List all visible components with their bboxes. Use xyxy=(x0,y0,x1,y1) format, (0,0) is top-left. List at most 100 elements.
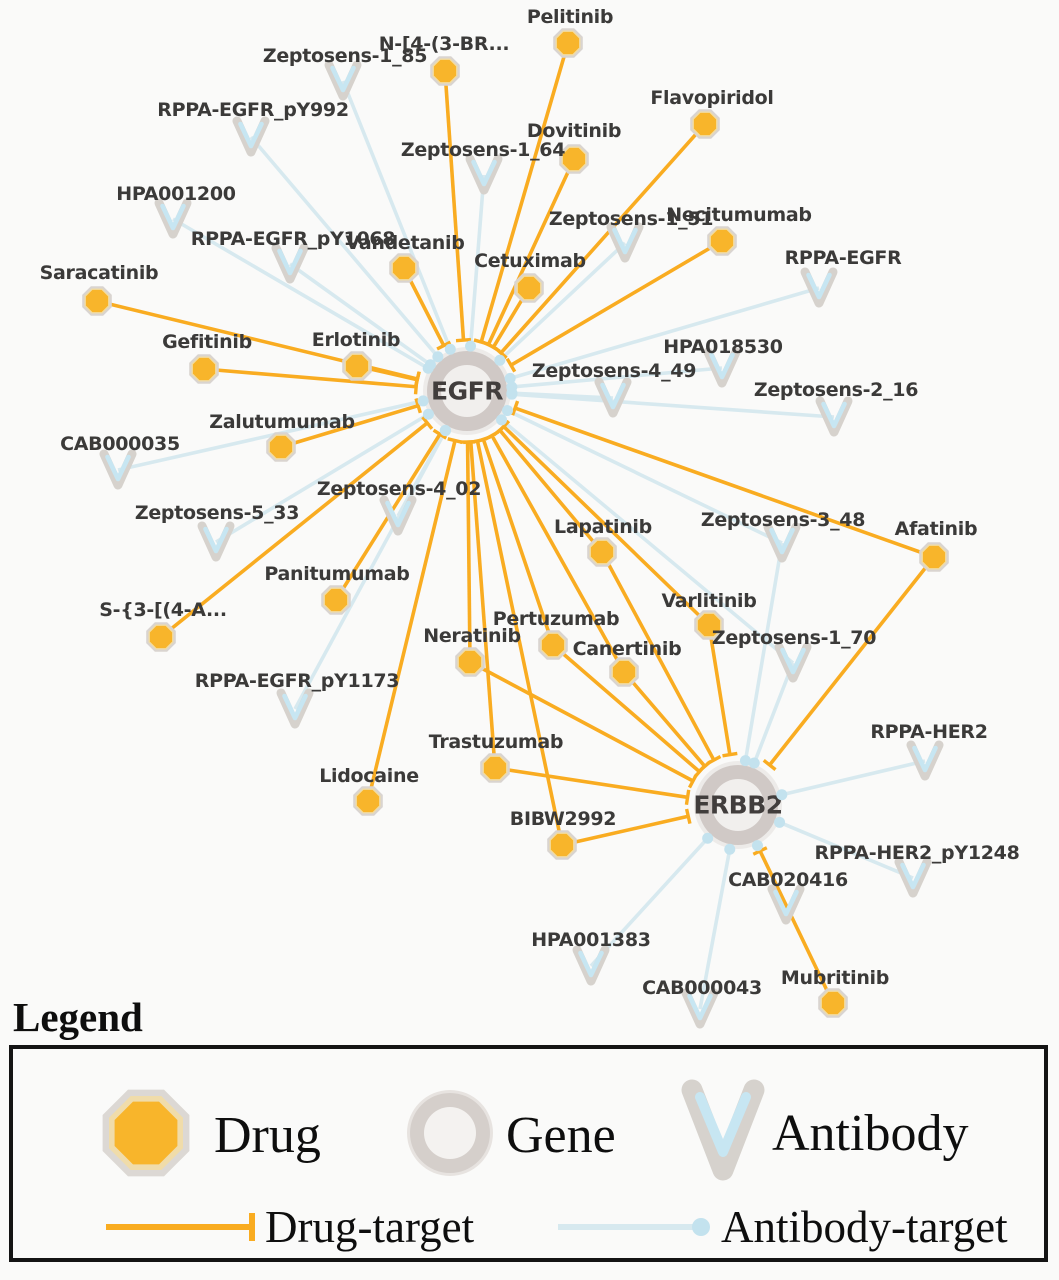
edge-endpoint-zeptosens-3-48-egfr xyxy=(502,405,514,417)
antibody-node-zeptosens-1-85[interactable] xyxy=(324,60,362,101)
drug-node-erlotinib[interactable] xyxy=(342,351,372,381)
drug-node-trastuzumab[interactable] xyxy=(480,753,510,783)
drug-node-core xyxy=(556,31,580,55)
antibody-node-core xyxy=(160,203,186,231)
edge-tbar-zalutumumab-egfr xyxy=(414,398,422,414)
drug-node-core xyxy=(541,633,565,657)
drug-node-neratinib[interactable] xyxy=(455,647,485,677)
antibody-node-core xyxy=(385,500,411,528)
antibody-edge-endpoints xyxy=(417,340,788,855)
antibody-node-zeptosens-3-48[interactable] xyxy=(763,522,801,563)
gene-node-egfr[interactable]: EGFR xyxy=(423,347,511,435)
drug-node-core xyxy=(562,147,586,171)
edge-tbar-panitumumab-egfr xyxy=(432,428,448,440)
gene-center xyxy=(712,779,764,831)
antibody-label-cab000043: CAB000043 xyxy=(642,977,762,999)
drug-node-core xyxy=(433,59,457,83)
edge-drug-zalutumumab-egfr xyxy=(280,403,419,449)
antibody-node-core xyxy=(238,121,264,149)
legend-drug-target-label: Drug-target xyxy=(265,1202,475,1252)
legend-antibody-label: Antibody xyxy=(772,1105,968,1162)
edge-tbar-afatinib-egfr xyxy=(510,400,520,416)
antibody-node-core xyxy=(282,693,308,721)
drug-node-canertinib[interactable] xyxy=(609,657,639,687)
gene-legend-icon xyxy=(407,1090,493,1176)
antibody-node-cab000043[interactable] xyxy=(681,988,719,1029)
drug-label-pelitinib: Pelitinib xyxy=(527,6,613,28)
antibody-node-rppa-egfr-py1068[interactable] xyxy=(271,243,309,284)
legend: Legend Drug Gene Antibody Drug-target xyxy=(9,994,1048,1262)
antibody-node-zeptosens-1-51[interactable] xyxy=(606,222,644,263)
legend-gene-label: Gene xyxy=(506,1107,616,1164)
antibody-node-rppa-egfr-py1173[interactable] xyxy=(276,688,314,729)
antibody-node-zeptosens-4-02[interactable] xyxy=(379,495,417,536)
drug-node-lapatinib[interactable] xyxy=(587,537,617,567)
antibody-node-zeptosens-1-70[interactable] xyxy=(774,642,812,683)
node-labels: Pelitinib N-[4-(3-BR... Flavopiridol Doviti… xyxy=(40,6,1020,999)
antibody-node-core xyxy=(709,352,735,380)
legend-antibody-target-label: Antibody-target xyxy=(721,1202,1008,1252)
drug-node-mubritinib[interactable] xyxy=(818,988,848,1018)
antibody-node-rppa-her2[interactable] xyxy=(906,740,944,781)
edge-antibody-rppa-her2-py1248-erbb2 xyxy=(778,820,914,880)
edge-drug-n-4-3-br-egfr xyxy=(443,70,466,341)
antibody-node-rppa-her2-py1248[interactable] xyxy=(894,857,932,898)
antibody-node-core xyxy=(203,526,229,554)
drug-node-zalutumumab[interactable] xyxy=(266,432,296,462)
drug-node-dovitinib[interactable] xyxy=(559,144,589,174)
edge-tbar-s-3-4-a-egfr xyxy=(421,416,434,430)
edge-tbar-canertinib-egfr xyxy=(484,430,500,441)
antibody-node-hpa018530[interactable] xyxy=(703,347,741,388)
drug-node-saracatinib[interactable] xyxy=(82,286,112,316)
edge-drug-canertinib-egfr xyxy=(490,434,626,673)
gene-node-erbb2[interactable]: ERBB2 xyxy=(693,761,783,849)
antibody-label-rppa-egfr-py992: RPPA-EGFR_pY992 xyxy=(157,99,349,121)
edge-endpoint-zeptosens-1-51-egfr xyxy=(494,354,506,366)
edge-endpoint-rppa-her2-py1248-erbb2 xyxy=(774,816,786,828)
edge-drug-gefitinib-egfr xyxy=(203,367,417,389)
drug-node-vandetanib[interactable] xyxy=(389,253,419,283)
antibody-node-core xyxy=(471,159,497,187)
edge-drug-neratinib-erbb2 xyxy=(469,660,694,783)
antibody-node-zeptosens-2-16[interactable] xyxy=(815,396,853,437)
antibody-label-zeptosens-1-51: Zeptosens-1_51 xyxy=(549,208,713,230)
antibody-node-rppa-egfr-py992[interactable] xyxy=(232,116,270,157)
antibody-node-hpa001200[interactable] xyxy=(154,198,192,239)
drug-node-flavopiridol[interactable] xyxy=(690,109,720,139)
drug-node-core xyxy=(697,613,721,637)
edge-antibody-zeptosens-1-70-erbb2 xyxy=(752,662,795,764)
drug-node-lidocaine[interactable] xyxy=(353,786,383,816)
antibody-node-zeptosens-4-49[interactable] xyxy=(594,377,632,418)
antibody-node-rppa-egfr[interactable] xyxy=(800,267,838,308)
drug-node-panitumumab[interactable] xyxy=(321,585,351,615)
antibody-node-core xyxy=(277,248,303,276)
drug-node-core xyxy=(517,276,541,300)
antibody-node-core xyxy=(578,950,604,978)
drug-node-gefitinib[interactable] xyxy=(189,354,219,384)
drug-label-necitumumab: Necitumumab xyxy=(666,204,811,226)
antibody-node-hpa001383[interactable] xyxy=(572,945,610,986)
drug-node-core xyxy=(269,435,293,459)
antibody-node-cab020416[interactable] xyxy=(767,884,805,925)
drug-label-canertinib: Canertinib xyxy=(573,638,682,660)
antibody-node-cab000035[interactable] xyxy=(99,449,137,490)
drug-label-pertuzumab: Pertuzumab xyxy=(493,608,620,630)
edge-antibody-rppa-egfr-py1173-egfr xyxy=(293,429,448,710)
antibody-node-zeptosens-5-33[interactable] xyxy=(197,521,235,562)
antibody-node-core xyxy=(600,382,626,410)
drug-node-pelitinib[interactable] xyxy=(553,28,583,58)
drug-node-cetuximab[interactable] xyxy=(514,273,544,303)
drug-node-core xyxy=(550,833,574,857)
drug-node-n-4-3-br[interactable] xyxy=(430,56,460,86)
drug-node-bibw2992[interactable] xyxy=(547,830,577,860)
drug-node-s-3-4-a[interactable] xyxy=(146,622,176,652)
drug-node-pertuzumab[interactable] xyxy=(538,630,568,660)
drug-node-necitumumab[interactable] xyxy=(707,226,737,256)
edge-tbar-bibw2992-erbb2 xyxy=(684,808,692,824)
antibody-node-zeptosens-1-64[interactable] xyxy=(465,154,503,195)
drug-node-varlitinib[interactable] xyxy=(694,610,724,640)
edge-antibody-hpa018530-egfr xyxy=(511,366,723,389)
drug-node-afatinib[interactable] xyxy=(919,542,949,572)
edge-tbar-neratinib-erbb2 xyxy=(687,773,699,789)
